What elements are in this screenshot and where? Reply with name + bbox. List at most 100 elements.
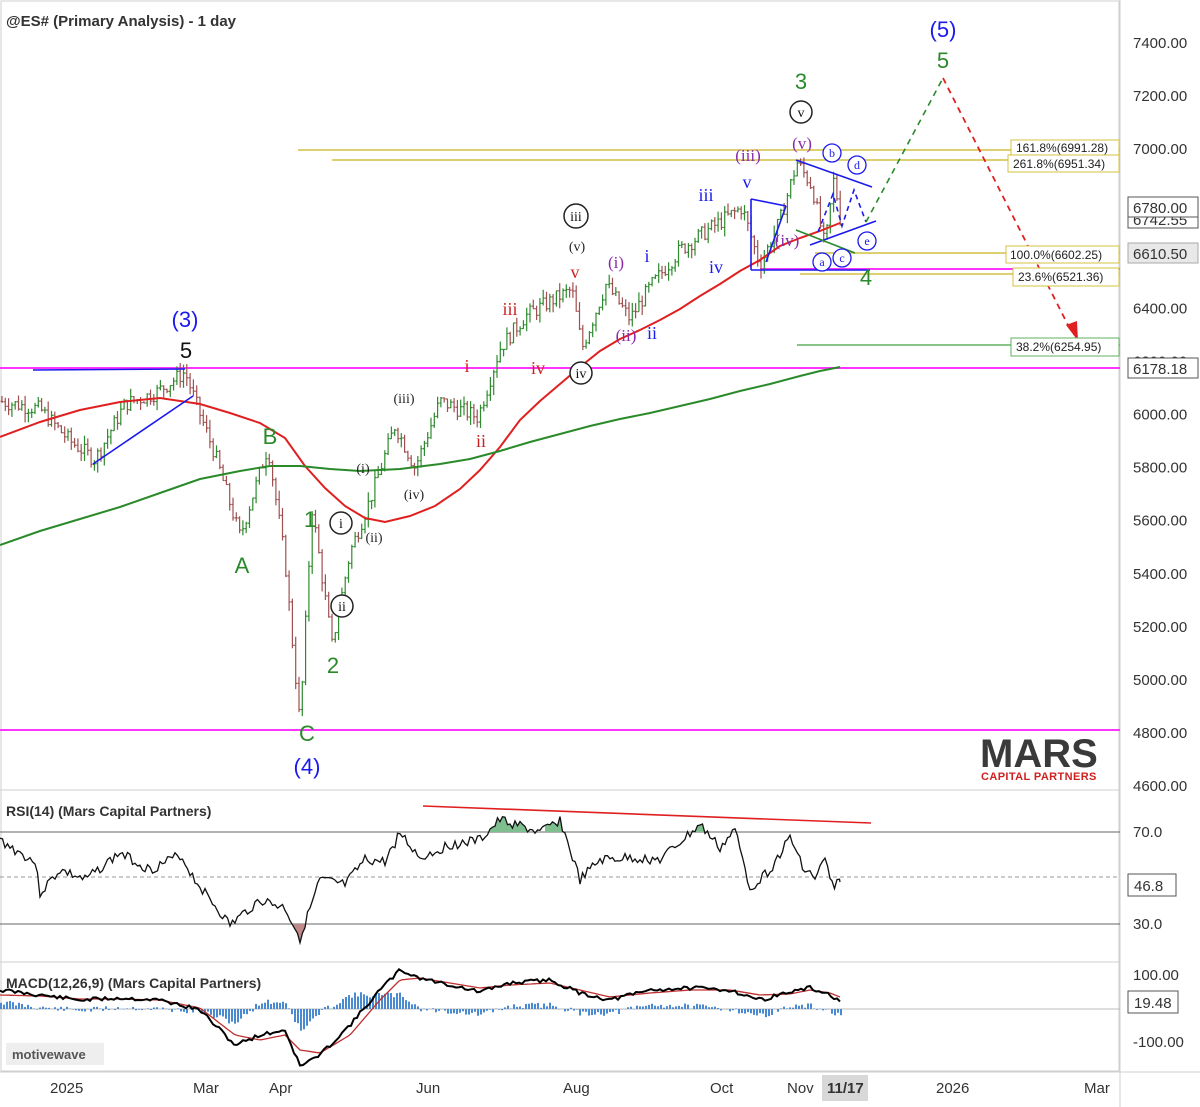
motivewave-watermark: motivewave [12, 1047, 86, 1062]
macd-hist-bar [417, 1006, 419, 1009]
macd-hist-bar [207, 1009, 209, 1012]
macd-hist-bar [678, 1005, 680, 1009]
macd-hist-bar [81, 1009, 83, 1012]
macd-hist-bar [507, 1005, 509, 1009]
price-tick-label: 5000.00 [1133, 672, 1187, 689]
wave-label-purple-i: (i) [608, 253, 624, 272]
macd-hist-bar [252, 1009, 254, 1012]
wave-label-red-iii: iii [502, 299, 517, 319]
macd-hist-bar [498, 1009, 500, 1010]
macd-hist-bar [636, 1005, 638, 1009]
macd-hist-bar [402, 996, 404, 1009]
rsi-current-value: 46.8 [1134, 878, 1163, 895]
macd-hist-bar [21, 1003, 23, 1009]
macd-hist-bar [204, 1009, 206, 1013]
rsi-level-30: 30.0 [1133, 916, 1162, 933]
macd-hist-bar [651, 1003, 653, 1009]
macd-hist-bar [537, 1002, 539, 1009]
fib-label-100: 100.0%(6602.25) [1005, 245, 1120, 264]
wave-label-5-black: 5 [180, 338, 192, 363]
date-label-2026: 2026 [936, 1080, 969, 1097]
macd-hist-bar [489, 1009, 491, 1010]
macd-hist-bar [339, 1003, 341, 1009]
price-tick-label: 5600.00 [1133, 513, 1187, 530]
macd-hist-bar [336, 1004, 338, 1009]
macd-hist-bar [93, 1006, 95, 1009]
macd-hist-bar [420, 1009, 422, 1012]
macd-hist-bar [504, 1007, 506, 1009]
date-label-nov: Nov [787, 1080, 814, 1097]
macd-hist-bar [582, 1009, 584, 1012]
macd-hist-bar [222, 1009, 224, 1017]
price-tick-label: 7000.00 [1133, 141, 1187, 158]
macd-hist-bar [480, 1009, 482, 1015]
time-axis[interactable]: 2025 Mar Apr Jun Aug Oct Nov 11/17 2026 … [50, 1075, 1110, 1101]
wave-label-blue-ii: ii [647, 323, 657, 343]
macd-hist-bar [789, 1007, 791, 1009]
macd-hist-bar [177, 1008, 179, 1009]
macd-hist-bar [795, 1004, 797, 1009]
price-axis[interactable]: 7400.007200.007000.006800.006600.006400.… [1133, 35, 1187, 795]
macd-hist-bar [117, 1007, 119, 1009]
macd-hist-bar [555, 1006, 557, 1009]
macd-hist-bar [741, 1009, 743, 1014]
wave-label-purple-v: (v) [792, 134, 812, 153]
wave-label-B: B [263, 424, 278, 449]
svg-text:a: a [819, 255, 825, 269]
macd-hist-bar [48, 1007, 50, 1009]
macd-hist-bar [306, 1009, 308, 1026]
macd-hist-bar [717, 1008, 719, 1009]
wave-label-red-i: i [464, 356, 469, 376]
date-label-apr: Apr [269, 1080, 292, 1097]
macd-hist-bar [72, 1009, 74, 1010]
svg-text:6178.18: 6178.18 [1133, 361, 1187, 378]
price-label-6178: 6178.18 [1127, 357, 1199, 379]
wave-label-5-green: 5 [937, 48, 949, 73]
date-label-jun: Jun [416, 1080, 440, 1097]
macd-hist-bar [777, 1009, 779, 1012]
macd-hist-bar [588, 1009, 590, 1016]
macd-hist-bar [744, 1009, 746, 1014]
macd-hist-bar [354, 992, 356, 1009]
macd-hist-bar [747, 1009, 749, 1013]
rsi-level-70: 70.0 [1133, 824, 1162, 841]
macd-hist-bar [681, 1006, 683, 1009]
current-price-labels: 6742.55 6780.00 6610.50 6178.18 [1127, 196, 1199, 379]
macd-hist-bar [312, 1009, 314, 1019]
macd-hist-bar [309, 1009, 311, 1022]
macd-hist-bar [57, 1009, 59, 1011]
macd-hist-bar [153, 1007, 155, 1009]
macd-hist-bar [579, 1009, 581, 1016]
chart-title: @ES# (Primary Analysis) - 1 day [6, 13, 237, 30]
macd-hist-bar [840, 1009, 842, 1016]
date-label-mar-2026: Mar [1084, 1080, 1110, 1097]
macd-hist-bar [366, 995, 368, 1009]
wave-label-paren-iv: (iv) [404, 488, 425, 503]
macd-hist-bar [0, 1002, 2, 1009]
macd-hist-bar [732, 1009, 734, 1011]
rsi-current-box [1127, 873, 1177, 897]
macd-hist-bar [780, 1008, 782, 1009]
macd-hist-bar [216, 1009, 218, 1018]
macd-hist-bar [687, 1004, 689, 1009]
macd-hist-bar [318, 1009, 320, 1015]
macd-hist-bar [186, 1009, 188, 1014]
macd-hist-bar [387, 992, 389, 1009]
macd-hist-bar [531, 1002, 533, 1009]
macd-hist-bar [228, 1009, 230, 1024]
macd-hist-bar [534, 1003, 536, 1009]
macd-hist-bar [63, 1009, 65, 1011]
macd-hist-bar [705, 1005, 707, 1009]
price-tick-label: 5400.00 [1133, 566, 1187, 583]
macd-hist-bar [612, 1009, 614, 1012]
macd-level-neg100: -100.00 [1133, 1034, 1184, 1051]
circled-blue-b: b [822, 143, 842, 163]
macd-hist-bar [192, 1009, 194, 1013]
macd-hist-bar [39, 1007, 41, 1009]
macd-hist-bar [45, 1007, 47, 1009]
svg-text:ii: ii [338, 600, 346, 615]
date-label-aug: Aug [563, 1080, 590, 1097]
wave-label-red-iv: iv [531, 358, 545, 378]
macd-hist-bar [408, 1001, 410, 1009]
projection-decline [942, 77, 1073, 334]
